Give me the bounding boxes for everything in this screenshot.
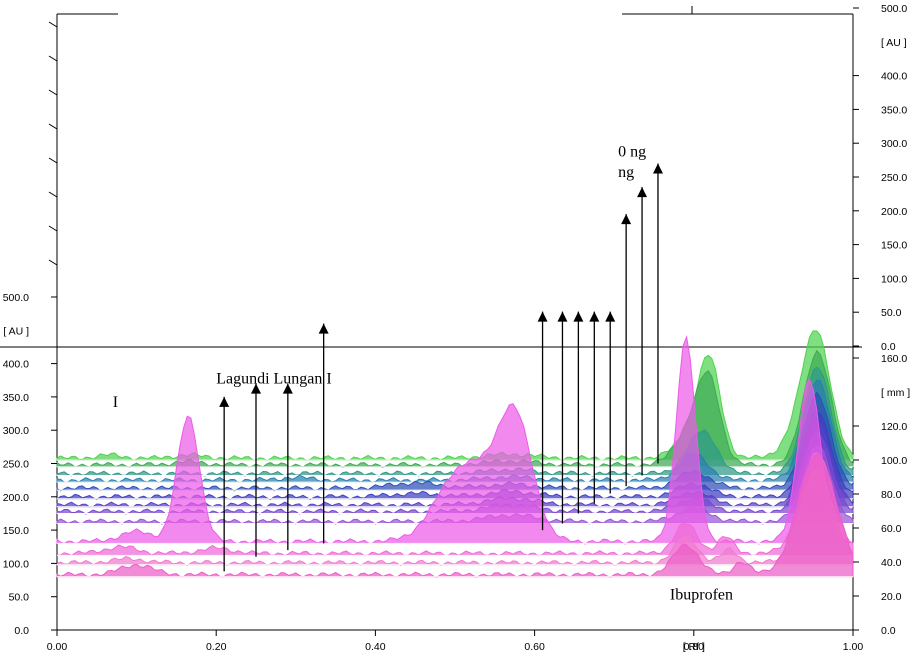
right-upper-tick-label: 150.0 <box>881 240 907 252</box>
right-mm-tick-label: 40.0 <box>881 557 902 569</box>
left-upper-tick-6 <box>48 225 58 232</box>
x-unit-label: [ Rf ] <box>683 641 705 652</box>
right-upper-tick-label: 0.0 <box>881 341 896 353</box>
left-tick-label: 150.0 <box>3 525 29 537</box>
marker-arrowhead-6 <box>573 311 584 322</box>
right-upper-tick-label: 250.0 <box>881 172 907 184</box>
left-tick-label: 0.0 <box>14 625 29 637</box>
axes: 0.00 0.20 0.40 0.60 0.80 1.00 [ Rf ] 0.0 50.0 100… <box>3 3 911 652</box>
left-tick-label: 200.0 <box>3 492 29 504</box>
marker-arrowhead-3 <box>318 323 329 334</box>
left-tick-label: 350.0 <box>3 392 29 404</box>
right-upper-tick-label: 300.0 <box>881 138 907 150</box>
right-upper-tick-label: 200.0 <box>881 206 907 218</box>
right-upper-tick-label: 500.0 <box>881 3 907 15</box>
left-upper-tick-7 <box>48 259 58 266</box>
left-tick-label: 300.0 <box>3 425 29 437</box>
left-tick-label: 250.0 <box>3 459 29 471</box>
series-trace-0 <box>56 330 854 462</box>
series-group <box>56 330 854 578</box>
annotation-3: ng <box>618 164 634 181</box>
left-tick-label: 50.0 <box>9 592 30 604</box>
marker-arrowhead-2 <box>282 383 293 394</box>
left-unit-label: [ AU ] <box>3 325 29 337</box>
right-upper-tick-label: 400.0 <box>881 71 907 83</box>
right-mm-tick-label: 60.0 <box>881 523 902 535</box>
right-upper-unit-label: [ AU ] <box>881 37 907 49</box>
marker-arrowhead-0 <box>219 396 230 407</box>
left-upper-tick-5 <box>48 191 58 198</box>
right-mm-unit-label: [ mm ] <box>881 387 910 399</box>
left-upper-tick-0 <box>48 21 58 28</box>
right-mm-tick-label: 120.0 <box>881 421 907 433</box>
marker-arrowhead-7 <box>589 311 600 322</box>
annotation-1: I <box>113 394 118 411</box>
annotation-0: Ibuprofen <box>670 586 733 603</box>
x-tick-label: 0.40 <box>365 641 386 652</box>
marker-arrowhead-8 <box>605 311 616 322</box>
right-upper-tick-label: 100.0 <box>881 273 907 285</box>
right-mm-tick-label: 160.0 <box>881 353 907 365</box>
series-trace-11 <box>56 470 854 566</box>
left-upper-tick-4 <box>48 157 58 164</box>
marker-arrowhead-9 <box>621 214 632 225</box>
annotations: Ibuprofen I 0 ng ng Lagundi Lungan I <box>113 144 733 604</box>
marker-arrowhead-1 <box>251 383 261 394</box>
annotation-4: Lagundi Lungan I <box>216 371 332 388</box>
marker-lines <box>219 163 663 572</box>
marker-arrowhead-4 <box>537 311 548 322</box>
x-tick-label: 0.20 <box>206 641 227 652</box>
right-mm-tick-label: 20.0 <box>881 591 902 603</box>
left-tick-label: 100.0 <box>3 558 29 570</box>
x-tick-label: 0.00 <box>47 641 68 652</box>
marker-arrowhead-10 <box>637 187 648 198</box>
chart-frame <box>0 6 862 631</box>
left-tick-label: 500.0 <box>3 292 29 304</box>
left-upper-tick-1 <box>48 55 58 62</box>
right-mm-tick-label: 80.0 <box>881 489 902 501</box>
marker-arrowhead-5 <box>557 311 568 322</box>
left-upper-tick-2 <box>48 89 58 96</box>
annotation-2: 0 ng <box>618 144 646 161</box>
right-upper-tick-label: 350.0 <box>881 104 907 116</box>
left-upper-tick-3 <box>48 123 58 130</box>
right-mm-tick-label: 100.0 <box>881 455 907 467</box>
x-tick-label: 0.60 <box>524 641 545 652</box>
series-trace-12 <box>56 453 854 578</box>
marker-arrowhead-11 <box>652 163 663 174</box>
right-mm-tick-label: 0.0 <box>881 625 896 637</box>
right-upper-tick-label: 50.0 <box>881 307 902 319</box>
x-tick-label: 1.00 <box>843 641 864 652</box>
x-tick-label: 0.80 <box>684 641 705 652</box>
left-tick-label: 400.0 <box>3 359 29 371</box>
